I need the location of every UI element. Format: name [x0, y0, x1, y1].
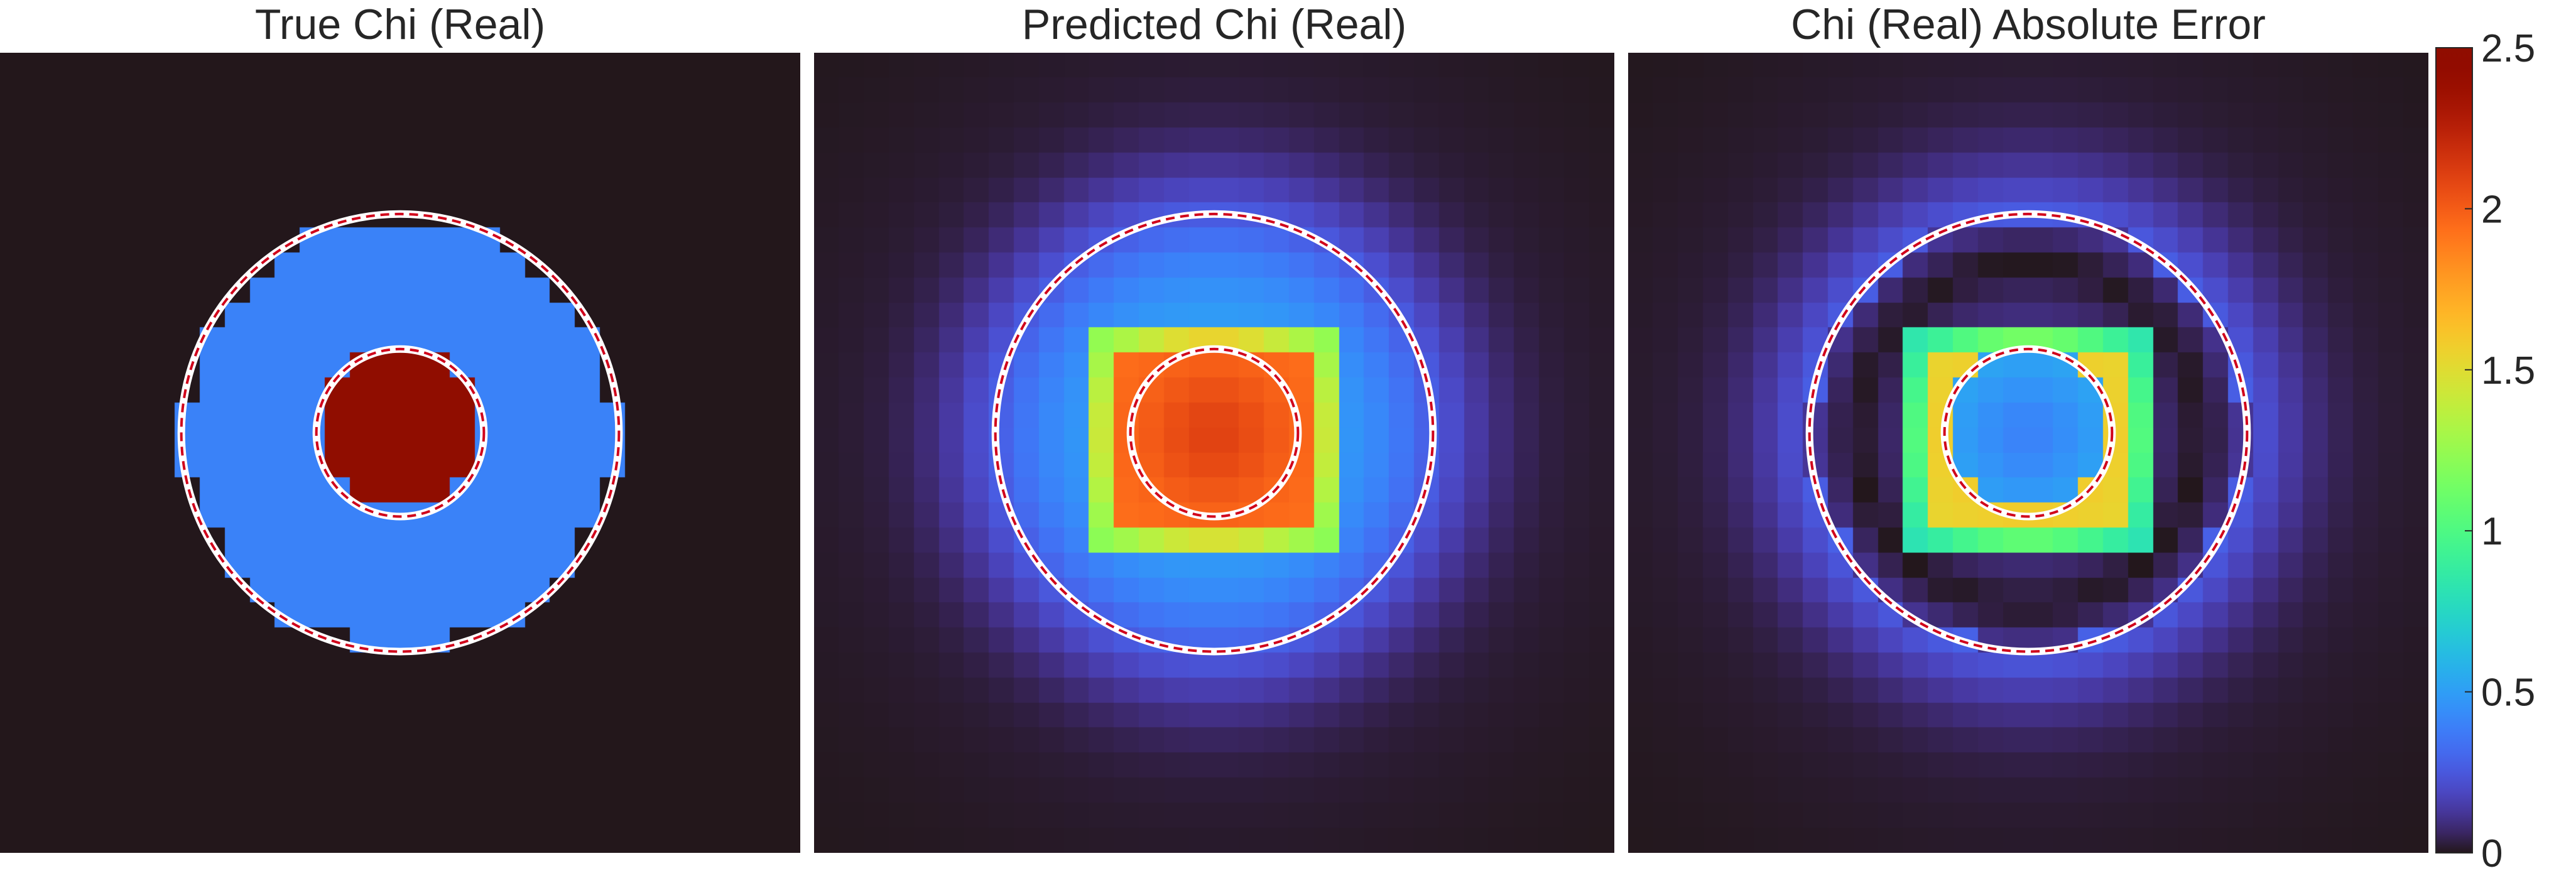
- colorbar-tick-label: 1.5: [2481, 349, 2535, 393]
- circle-overlay-true-chi: [177, 210, 623, 656]
- circle-inner-dashed: [1943, 347, 2114, 518]
- circle-outer-dashed: [1808, 212, 2249, 653]
- heatmap-cells-predicted-chi: [814, 53, 1614, 853]
- colorbar-tick-label: 2: [2481, 188, 2503, 231]
- colorbar-tick-label: 2.5: [2481, 27, 2535, 70]
- colorbar-tick-label: 0: [2481, 832, 2503, 875]
- circle-outer-dashed: [180, 212, 621, 653]
- circle-outer-white: [1805, 210, 2251, 656]
- panel-title-absolute-error: Chi (Real) Absolute Error: [1791, 1, 2266, 48]
- circle-outer-white: [177, 210, 623, 656]
- heatmap-cells-true-chi: [0, 53, 800, 853]
- circle-outer-white: [991, 210, 1437, 656]
- panel-title-true-chi: True Chi (Real): [254, 1, 546, 48]
- colorbar-tick-label: 0.5: [2481, 671, 2535, 715]
- heatmap-predicted-chi: [814, 53, 1614, 853]
- circle-inner-dashed: [1129, 347, 1300, 518]
- heatmap-true-chi: [0, 53, 800, 853]
- circle-outer-dashed: [994, 212, 1435, 653]
- colorbar-tick-label: 1: [2481, 510, 2503, 553]
- heatmap-cells-absolute-error: [1628, 53, 2428, 853]
- heatmap-absolute-error: [1628, 53, 2428, 853]
- panel-title-predicted-chi: Predicted Chi (Real): [1021, 1, 1407, 48]
- circle-overlay-predicted-chi: [991, 210, 1437, 656]
- colorbar-gradient: [2435, 47, 2473, 853]
- circle-inner-dashed: [315, 347, 486, 518]
- circle-overlay-absolute-error: [1805, 210, 2251, 656]
